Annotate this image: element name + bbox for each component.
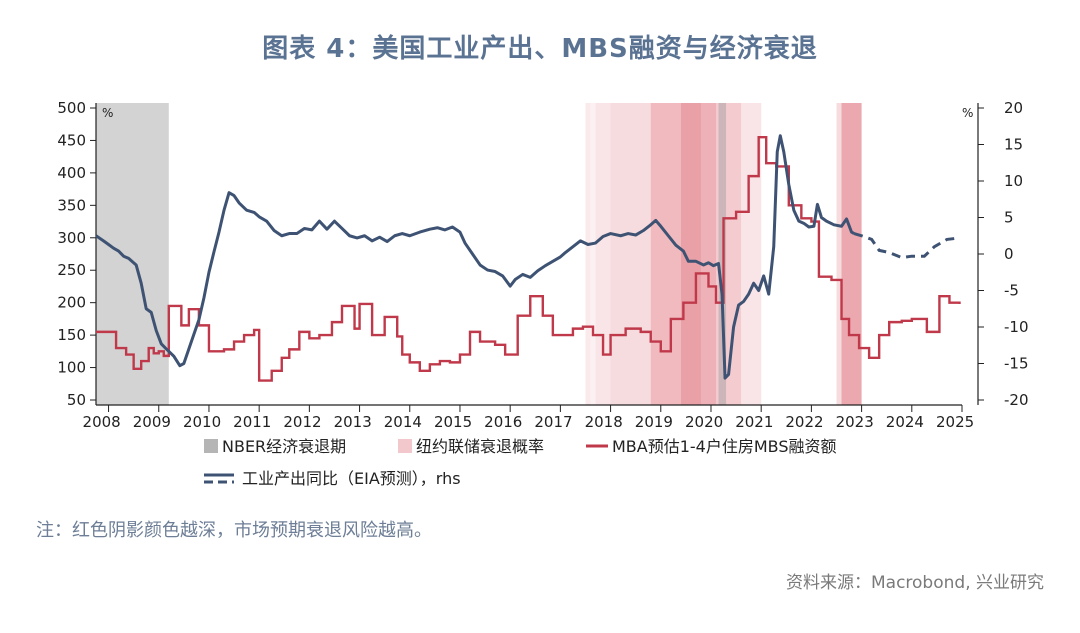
x-tick-label: 2014 bbox=[384, 413, 422, 431]
series-line-industrial-production-forecast bbox=[853, 232, 960, 260]
right-tick-label: -5 bbox=[1004, 282, 1019, 300]
nyfed-shading-band bbox=[595, 103, 611, 405]
right-tick-label: 0 bbox=[1004, 245, 1014, 263]
left-tick-label: 450 bbox=[57, 131, 86, 149]
left-tick-label: 150 bbox=[57, 326, 86, 344]
left-tick-label: 400 bbox=[57, 164, 86, 182]
nyfed-shading-band bbox=[841, 103, 862, 405]
nyfed-shading-band bbox=[716, 103, 742, 405]
series-line-mba bbox=[96, 136, 961, 382]
x-tick-label: 2024 bbox=[886, 413, 924, 431]
x-tick-label: 2010 bbox=[183, 413, 221, 431]
nyfed-shading-band bbox=[585, 103, 591, 405]
right-tick-label: 10 bbox=[1004, 172, 1023, 190]
x-tick-label: 2011 bbox=[233, 413, 271, 431]
chart-area: 5004504003503002502001501005020151050-5-… bbox=[57, 99, 1029, 488]
x-tick-label: 2017 bbox=[534, 413, 572, 431]
legend-swatch-nyfed bbox=[398, 439, 412, 453]
series-line-industrial-production bbox=[95, 134, 855, 380]
right-tick-label: -10 bbox=[1004, 318, 1029, 336]
right-axis-unit: % bbox=[962, 106, 973, 120]
right-tick-label: 15 bbox=[1004, 136, 1023, 154]
nber-recession-band bbox=[718, 103, 727, 405]
nyfed-shading-band bbox=[741, 103, 762, 405]
x-tick-label: 2020 bbox=[685, 413, 723, 431]
x-tick-label: 2023 bbox=[836, 413, 874, 431]
legend-label: 工业产出同比（EIA预测），rhs bbox=[242, 469, 461, 488]
nyfed-shading-band bbox=[700, 103, 717, 405]
left-tick-label: 350 bbox=[57, 196, 86, 214]
right-tick-label: 5 bbox=[1004, 209, 1014, 227]
nyfed-shading-band bbox=[610, 103, 651, 405]
x-tick-label: 2016 bbox=[484, 413, 522, 431]
x-tick-label: 2013 bbox=[334, 413, 372, 431]
left-tick-label: 200 bbox=[57, 294, 86, 312]
left-tick-label: 500 bbox=[57, 99, 86, 117]
legend-label: MBA预估1-4户住房MBS融资额 bbox=[612, 437, 837, 456]
legend-swatch-nber bbox=[204, 439, 218, 453]
chart-source: 资料来源：Macrobond, 兴业研究 bbox=[785, 573, 1044, 593]
nyfed-shading-band bbox=[836, 103, 842, 405]
x-tick-label: 2019 bbox=[635, 413, 673, 431]
x-tick-label: 2009 bbox=[133, 413, 171, 431]
x-tick-label: 2022 bbox=[785, 413, 823, 431]
right-tick-label: 20 bbox=[1004, 99, 1023, 117]
chart-title: 图表 4：美国工业产出、MBS融资与经济衰退 bbox=[262, 34, 818, 64]
legend-label: 纽约联储衰退概率 bbox=[416, 437, 544, 456]
left-tick-label: 250 bbox=[57, 261, 86, 279]
nyfed-shading-band bbox=[680, 103, 701, 405]
x-tick-label: 2018 bbox=[585, 413, 623, 431]
right-tick-label: -20 bbox=[1004, 391, 1029, 409]
left-tick-label: 50 bbox=[67, 391, 86, 409]
right-tick-label: -15 bbox=[1004, 355, 1029, 373]
chart-note: 注：红色阴影颜色越深，市场预期衰退风险越高。 bbox=[36, 520, 432, 541]
left-tick-label: 300 bbox=[57, 229, 86, 247]
x-tick-label: 2021 bbox=[735, 413, 773, 431]
x-tick-label: 2012 bbox=[283, 413, 321, 431]
x-tick-label: 2015 bbox=[434, 413, 472, 431]
nyfed-shading-band bbox=[590, 103, 596, 405]
left-tick-label: 100 bbox=[57, 359, 86, 377]
left-axis-unit: % bbox=[102, 106, 113, 120]
nber-recession-band bbox=[96, 103, 169, 405]
nyfed-shading-band bbox=[650, 103, 681, 405]
legend-label: NBER经济衰退期 bbox=[222, 437, 346, 456]
x-tick-label: 2008 bbox=[83, 413, 121, 431]
x-tick-label: 2025 bbox=[936, 413, 974, 431]
